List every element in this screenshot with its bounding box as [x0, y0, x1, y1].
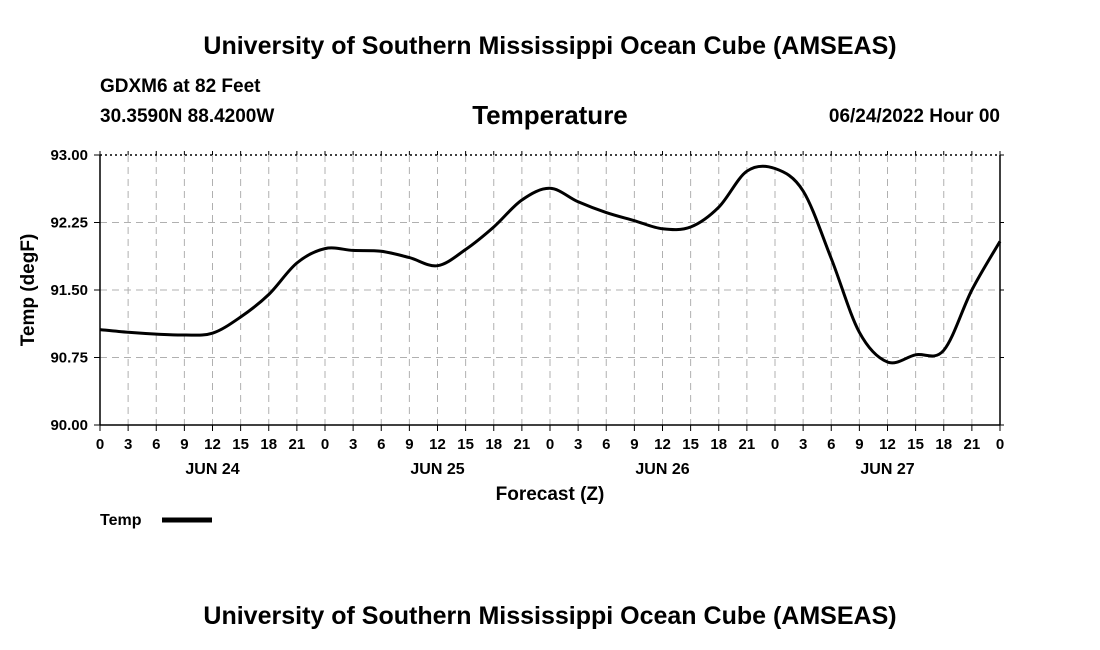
- x-tick-label: 0: [996, 436, 1004, 453]
- y-tick-label: 91.50: [50, 282, 88, 299]
- series-line-temp: [99, 164, 1002, 365]
- x-day-label: JUN 26: [635, 461, 689, 478]
- x-tick-label: 0: [321, 436, 329, 453]
- x-tick-label: 12: [429, 436, 446, 453]
- x-tick-label: 6: [827, 436, 835, 453]
- x-tick-label: 6: [377, 436, 385, 453]
- y-tick-label: 93.00: [50, 147, 88, 164]
- x-tick-label: 15: [232, 436, 249, 453]
- x-tick-label: 9: [180, 436, 188, 453]
- x-tick-label: 18: [260, 436, 277, 453]
- x-tick-label: 6: [602, 436, 610, 453]
- y-tick-label: 90.00: [50, 417, 88, 434]
- x-tick-label: 12: [204, 436, 221, 453]
- x-tick-label: 15: [457, 436, 474, 453]
- footer-title: University of Southern Mississippi Ocean…: [203, 602, 897, 630]
- x-tick-label: 0: [96, 436, 104, 453]
- y-tick-label: 90.75: [50, 350, 88, 367]
- x-day-label: JUN 27: [860, 461, 914, 478]
- x-tick-label: 21: [289, 436, 306, 453]
- x-tick-label: 18: [935, 436, 952, 453]
- x-tick-label: 0: [546, 436, 554, 453]
- x-tick-label: 12: [879, 436, 896, 453]
- page-title: University of Southern Mississippi Ocean…: [203, 32, 897, 60]
- x-tick-label: 21: [964, 436, 981, 453]
- y-axis-label: Temp (degF): [18, 234, 39, 347]
- x-tick-label: 12: [654, 436, 671, 453]
- x-tick-label: 9: [855, 436, 863, 453]
- y-tick-label: 92.25: [50, 215, 88, 232]
- series-layer: [99, 164, 1002, 365]
- x-tick-label: 21: [514, 436, 531, 453]
- x-tick-label: 3: [574, 436, 582, 453]
- x-tick-label: 0: [771, 436, 779, 453]
- legend-label: Temp: [100, 512, 142, 529]
- x-axis-label: Forecast (Z): [496, 484, 605, 505]
- x-tick-label: 3: [124, 436, 132, 453]
- run-time-label: 06/24/2022 Hour 00: [828, 106, 1000, 127]
- grid: [100, 155, 1000, 425]
- x-day-label: JUN 24: [185, 461, 239, 478]
- x-tick-label: 15: [682, 436, 699, 453]
- x-tick-label: 9: [630, 436, 638, 453]
- x-tick-label: 6: [152, 436, 160, 453]
- x-tick-label: 9: [405, 436, 413, 453]
- station-label: GDXM6 at 82 Feet: [100, 76, 261, 97]
- coordinates-label: 30.3590N 88.4200W: [100, 106, 275, 127]
- labels: Forecast (Z) Temp (degF) Temp 0 3 6 9 12 15 18…: [18, 147, 1004, 529]
- x-tick-label: 15: [907, 436, 924, 453]
- x-tick-label: 21: [739, 436, 756, 453]
- x-tick-label: 18: [485, 436, 502, 453]
- x-tick-label: 3: [799, 436, 807, 453]
- chart-title: Temperature: [472, 100, 628, 130]
- x-day-label: JUN 25: [410, 461, 464, 478]
- x-tick-label: 18: [710, 436, 727, 453]
- axes: [94, 151, 1004, 431]
- x-tick-label: 3: [349, 436, 357, 453]
